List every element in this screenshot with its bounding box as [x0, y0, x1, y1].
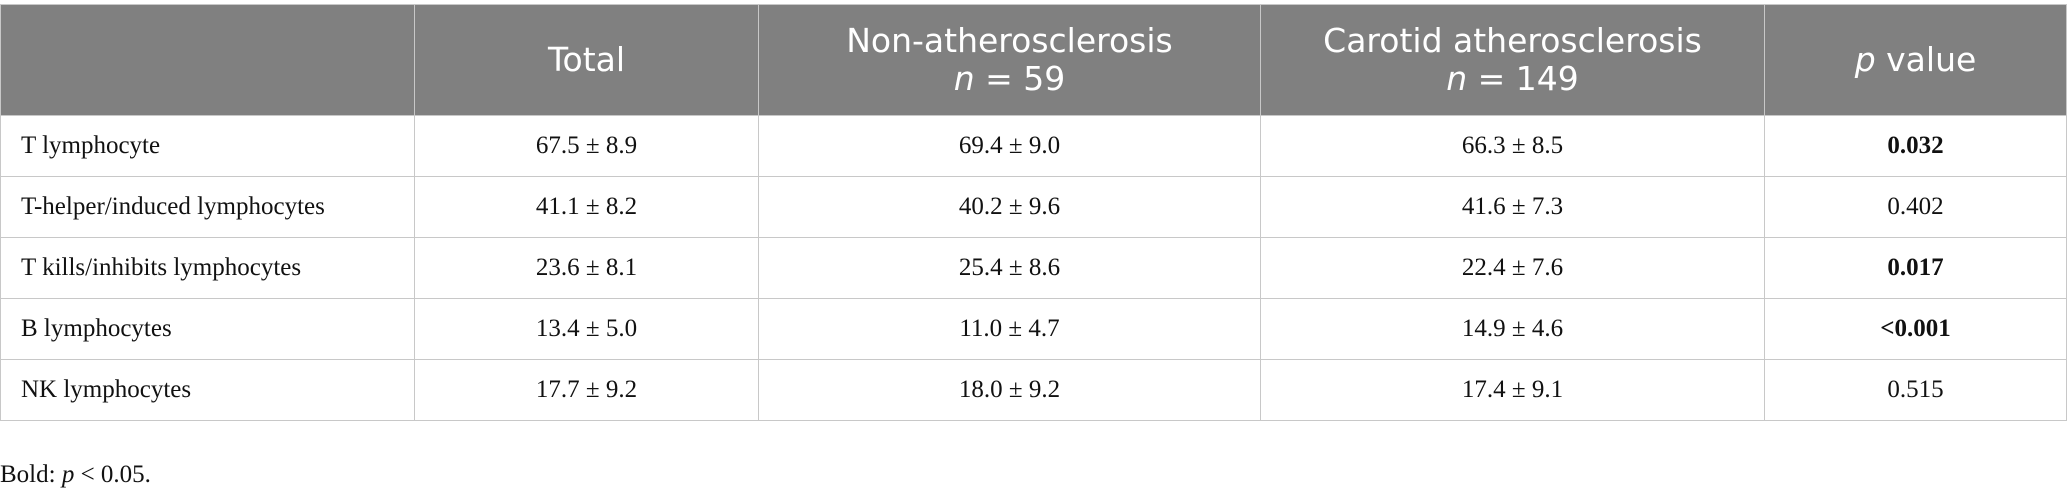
table-cell: 40.2 ± 9.6 — [758, 176, 1261, 238]
header-row: Total Non-atherosclerosis n = 59 Carotid at… — [0, 4, 2067, 116]
table-cell: 23.6 ± 8.1 — [414, 237, 759, 299]
header-cell: Total — [414, 4, 759, 116]
text-part: p — [1854, 40, 1876, 79]
table-cell: 0.515 — [1764, 359, 2067, 421]
text-part: Bold: — [0, 461, 62, 488]
table-row: T kills/inhibits lymphocytes 23.6 ± 8.1 25… — [0, 237, 2067, 299]
table-cell: 14.9 ± 4.6 — [1260, 298, 1765, 360]
text-part: < 0.05. — [74, 461, 151, 488]
text-part: = 59 — [974, 59, 1066, 98]
table-cell: 17.4 ± 9.1 — [1260, 359, 1765, 421]
header-cell — [0, 4, 415, 116]
header-cell: Carotid atherosclerosis n = 149 — [1260, 4, 1765, 116]
table-cell: 67.5 ± 8.9 — [414, 115, 759, 177]
table-row: NK lymphocytes 17.7 ± 9.2 18.0 ± 9.2 17.4 ±… — [0, 359, 2067, 421]
text-part: value — [1875, 40, 1977, 79]
table-cell: 0.017 — [1764, 237, 2067, 299]
table-cell: 41.1 ± 8.2 — [414, 176, 759, 238]
table-cell: 13.4 ± 5.0 — [414, 298, 759, 360]
table-cell: B lymphocytes — [0, 298, 415, 360]
table-body: T lymphocyte 67.5 ± 8.9 69.4 ± 9.0 66.3 ± 8… — [0, 115, 2067, 421]
table-row: T-helper/induced lymphocytes 41.1 ± 8.2 40… — [0, 176, 2067, 238]
text-part: n — [1446, 59, 1468, 98]
table-cell: 18.0 ± 9.2 — [758, 359, 1261, 421]
text-part: n — [953, 59, 975, 98]
table-cell: 25.4 ± 8.6 — [758, 237, 1261, 299]
footnote: Bold: p < 0.05. — [0, 461, 151, 489]
header-cell: Non-atherosclerosis n = 59 — [758, 4, 1261, 116]
table-cell: T-helper/induced lymphocytes — [0, 176, 415, 238]
text-part: p — [61, 461, 75, 488]
table-cell: 69.4 ± 9.0 — [758, 115, 1261, 177]
data-table: Total Non-atherosclerosis n = 59 Carotid at… — [0, 4, 2067, 421]
text-part: Non-atherosclerosis — [846, 21, 1173, 60]
table-cell: 17.7 ± 9.2 — [414, 359, 759, 421]
text-part: Carotid atherosclerosis — [1323, 21, 1702, 60]
table-cell: 66.3 ± 8.5 — [1260, 115, 1765, 177]
table-cell: NK lymphocytes — [0, 359, 415, 421]
table-row: T lymphocyte 67.5 ± 8.9 69.4 ± 9.0 66.3 ± 8… — [0, 115, 2067, 177]
text-part: Total — [547, 40, 626, 79]
table-cell: <0.001 — [1764, 298, 2067, 360]
text-part: = 149 — [1467, 59, 1579, 98]
table-cell: 0.032 — [1764, 115, 2067, 177]
table-cell: T kills/inhibits lymphocytes — [0, 237, 415, 299]
table-cell: 41.6 ± 7.3 — [1260, 176, 1765, 238]
table-cell: T lymphocyte — [0, 115, 415, 177]
table-row: B lymphocytes 13.4 ± 5.0 11.0 ± 4.7 14.9 ± … — [0, 298, 2067, 360]
table-cell: 22.4 ± 7.6 — [1260, 237, 1765, 299]
table-cell: 0.402 — [1764, 176, 2067, 238]
header-cell: p value — [1764, 4, 2067, 116]
table-cell: 11.0 ± 4.7 — [758, 298, 1261, 360]
